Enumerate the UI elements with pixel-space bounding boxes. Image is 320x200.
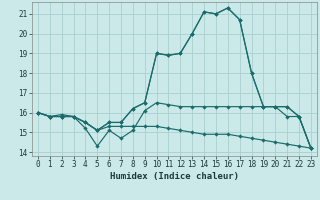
X-axis label: Humidex (Indice chaleur): Humidex (Indice chaleur) <box>110 172 239 181</box>
